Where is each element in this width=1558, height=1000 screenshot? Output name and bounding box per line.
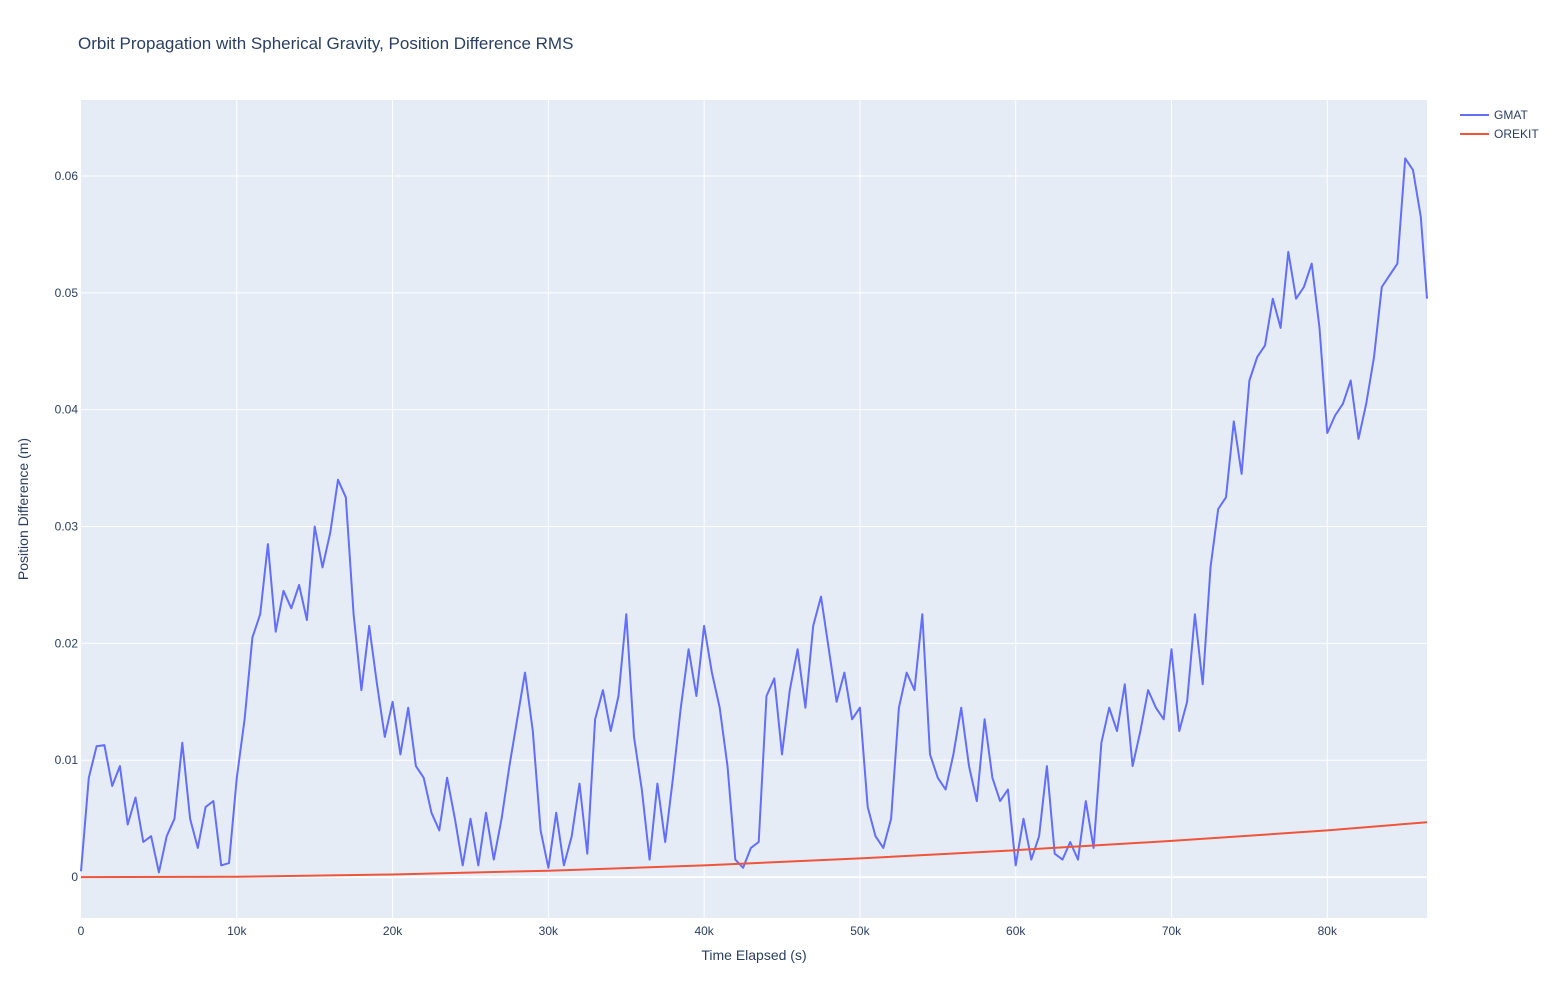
x-tick-label: 70k [1162, 924, 1182, 938]
y-tick-label: 0.06 [55, 169, 79, 183]
plot-background [81, 100, 1427, 918]
x-tick-label: 40k [694, 924, 714, 938]
chart-title: Orbit Propagation with Spherical Gravity… [78, 34, 573, 53]
y-tick-labels: 0 0.01 0.02 0.03 0.04 0.05 0.06 [55, 169, 79, 884]
x-gridlines [236, 100, 1328, 918]
x-tick-label: 60k [1006, 924, 1026, 938]
x-tick-labels: 0 10k 20k 30k 40k 50k 60k 70k 80k [78, 924, 1338, 938]
x-tick-label: 0 [78, 924, 85, 938]
y-tick-label: 0.03 [55, 520, 79, 534]
x-tick-label: 20k [383, 924, 403, 938]
x-tick-label: 30k [539, 924, 559, 938]
x-tick-label: 80k [1318, 924, 1338, 938]
y-tick-label: 0.05 [55, 286, 79, 300]
x-tick-label: 50k [850, 924, 870, 938]
y-gridlines [81, 175, 1427, 879]
legend-label-orekit: OREKIT [1494, 127, 1539, 141]
x-axis-title: Time Elapsed (s) [701, 947, 806, 963]
y-tick-label: 0 [71, 870, 78, 884]
y-tick-label: 0.01 [55, 753, 79, 767]
y-axis-title: Position Difference (m) [15, 438, 31, 580]
legend: GMAT OREKIT [1460, 108, 1539, 141]
series-line-orekit [80, 821, 1428, 879]
series-line-gmat [80, 157, 1428, 874]
y-tick-label: 0.02 [55, 636, 79, 650]
y-tick-label: 0.04 [55, 403, 79, 417]
x-tick-label: 10k [227, 924, 247, 938]
series-layer [80, 157, 1428, 879]
legend-label-gmat: GMAT [1494, 108, 1528, 122]
